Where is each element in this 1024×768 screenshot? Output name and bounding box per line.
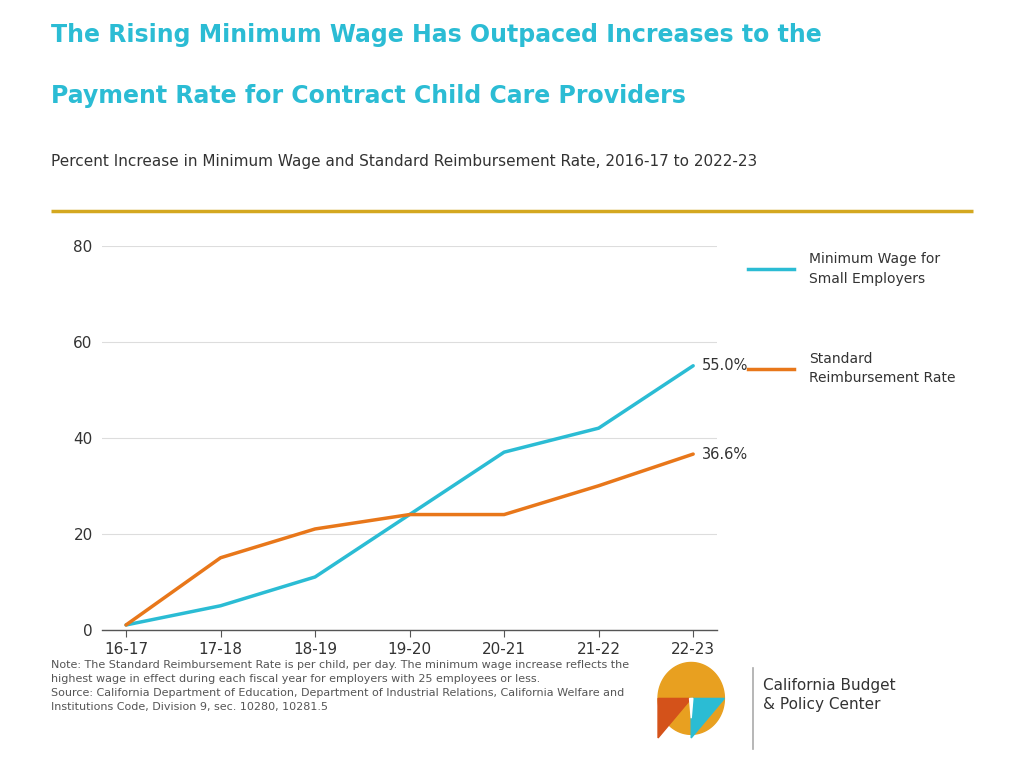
Polygon shape	[691, 698, 724, 738]
Text: California Budget
& Policy Center: California Budget & Policy Center	[763, 677, 896, 713]
Text: Payment Rate for Contract Child Care Providers: Payment Rate for Contract Child Care Pro…	[51, 84, 686, 108]
Polygon shape	[689, 698, 693, 718]
Polygon shape	[658, 698, 691, 738]
Text: Percent Increase in Minimum Wage and Standard Reimbursement Rate, 2016-17 to 202: Percent Increase in Minimum Wage and Sta…	[51, 154, 758, 169]
Polygon shape	[658, 663, 724, 734]
Text: Note: The Standard Reimbursement Rate is per child, per day. The minimum wage in: Note: The Standard Reimbursement Rate is…	[51, 660, 630, 713]
Text: The Rising Minimum Wage Has Outpaced Increases to the: The Rising Minimum Wage Has Outpaced Inc…	[51, 23, 822, 47]
Text: Standard
Reimbursement Rate: Standard Reimbursement Rate	[809, 352, 955, 386]
Text: 55.0%: 55.0%	[701, 358, 748, 373]
Text: Minimum Wage for
Small Employers: Minimum Wage for Small Employers	[809, 252, 940, 286]
Text: 36.6%: 36.6%	[701, 446, 748, 462]
